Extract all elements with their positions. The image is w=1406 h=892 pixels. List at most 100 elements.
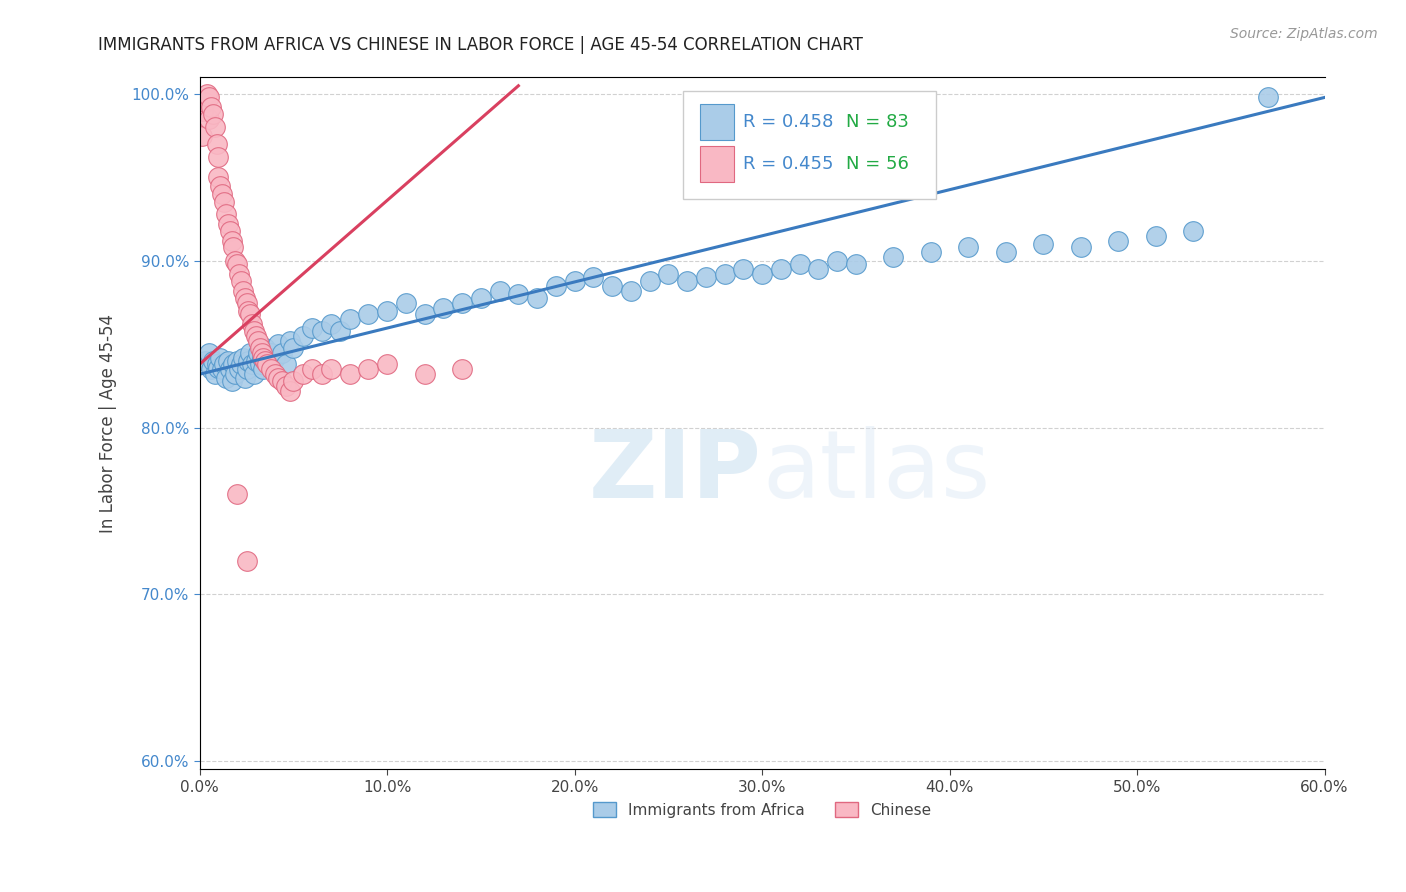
Point xyxy=(488,284,510,298)
Point xyxy=(994,245,1017,260)
Point xyxy=(432,301,454,315)
Point xyxy=(283,341,305,355)
Point xyxy=(920,245,942,260)
Point xyxy=(249,357,271,371)
Point xyxy=(1144,228,1167,243)
Point xyxy=(205,357,228,371)
Point xyxy=(271,374,294,388)
Point xyxy=(274,379,297,393)
Point xyxy=(582,270,605,285)
Point xyxy=(224,253,246,268)
Point xyxy=(375,357,398,371)
Point xyxy=(229,357,252,371)
Point xyxy=(1070,240,1092,254)
Text: ZIP: ZIP xyxy=(589,425,762,517)
Point xyxy=(600,278,623,293)
Point xyxy=(657,267,679,281)
Point xyxy=(235,362,257,376)
Point xyxy=(211,362,233,376)
Point xyxy=(375,303,398,318)
Point xyxy=(226,354,249,368)
Point xyxy=(200,100,222,114)
Point xyxy=(198,112,221,127)
Point xyxy=(957,240,980,254)
Point xyxy=(250,345,273,359)
Point xyxy=(413,307,436,321)
Point xyxy=(301,320,323,334)
Point xyxy=(243,324,266,338)
Point xyxy=(451,295,474,310)
Point xyxy=(239,345,262,359)
Point xyxy=(245,354,267,368)
Bar xyxy=(700,104,734,140)
Point xyxy=(233,370,256,384)
Point xyxy=(311,367,333,381)
Point xyxy=(226,257,249,271)
Point xyxy=(232,284,254,298)
Point xyxy=(240,357,263,371)
Point xyxy=(278,334,301,348)
Point xyxy=(695,270,717,285)
Point xyxy=(274,357,297,371)
Point xyxy=(201,354,224,368)
Point xyxy=(329,324,352,338)
Point xyxy=(357,362,380,376)
Point xyxy=(260,345,283,359)
Text: atlas: atlas xyxy=(762,425,990,517)
Point xyxy=(238,354,260,368)
Point xyxy=(233,291,256,305)
Legend: Immigrants from Africa, Chinese: Immigrants from Africa, Chinese xyxy=(586,796,938,824)
Point xyxy=(217,354,239,368)
Point xyxy=(271,345,294,359)
Point xyxy=(215,370,238,384)
Point xyxy=(211,187,233,202)
Point xyxy=(252,362,274,376)
Point xyxy=(291,367,314,381)
Point xyxy=(291,329,314,343)
Point xyxy=(240,317,263,331)
Text: Source: ZipAtlas.com: Source: ZipAtlas.com xyxy=(1230,27,1378,41)
Point xyxy=(260,362,283,376)
Point xyxy=(357,307,380,321)
Point xyxy=(311,324,333,338)
Point xyxy=(301,362,323,376)
Point xyxy=(221,374,243,388)
Point xyxy=(235,554,257,568)
Point xyxy=(256,354,278,368)
Point xyxy=(235,295,257,310)
Point xyxy=(882,251,904,265)
Point xyxy=(733,262,755,277)
Point xyxy=(212,357,235,371)
Text: R = 0.455: R = 0.455 xyxy=(742,155,834,173)
Point xyxy=(413,367,436,381)
Point xyxy=(246,345,269,359)
Point xyxy=(751,267,773,281)
Bar xyxy=(700,146,734,182)
Point xyxy=(194,354,217,368)
Point xyxy=(200,362,222,376)
Point xyxy=(239,307,262,321)
Point xyxy=(1107,234,1129,248)
Point xyxy=(228,267,250,281)
Point xyxy=(564,274,586,288)
Point xyxy=(204,120,226,135)
Point xyxy=(209,351,232,365)
Point xyxy=(1032,237,1054,252)
Text: N = 56: N = 56 xyxy=(846,155,910,173)
Point xyxy=(1182,224,1205,238)
Point xyxy=(526,291,548,305)
Point xyxy=(190,128,212,143)
Point xyxy=(198,90,221,104)
Point xyxy=(676,274,699,288)
Point xyxy=(209,178,232,193)
Point xyxy=(451,362,474,376)
Point xyxy=(217,217,239,231)
Point xyxy=(267,337,290,351)
Point xyxy=(620,284,643,298)
Point xyxy=(339,367,361,381)
Point xyxy=(212,195,235,210)
Point xyxy=(638,274,661,288)
Point xyxy=(222,240,245,254)
Point xyxy=(395,295,418,310)
Point xyxy=(207,360,229,375)
